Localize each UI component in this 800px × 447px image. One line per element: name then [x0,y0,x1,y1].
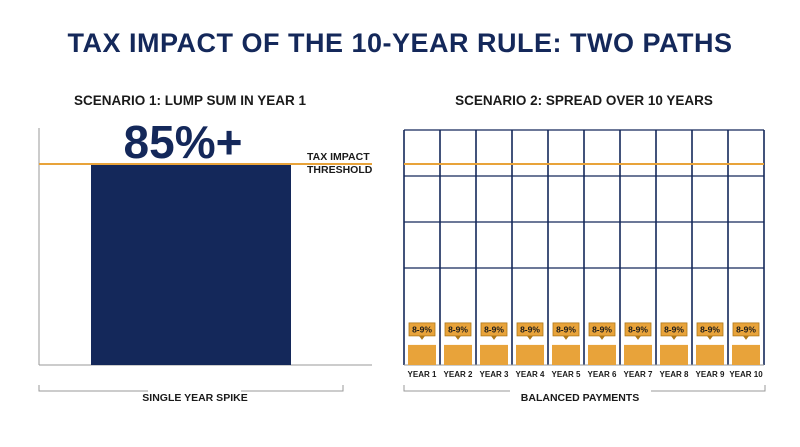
s2-value-label-pointer-1 [419,335,425,340]
s2-bar-5 [552,344,580,365]
s2-value-label-7: 8-9% [628,324,648,334]
s2-value-label-pointer-6 [599,335,605,340]
s2-value-label-5: 8-9% [556,324,576,334]
page-title: TAX IMPACT OF THE 10-YEAR RULE: TWO PATH… [67,28,733,58]
s2-tick-label-1: YEAR 1 [408,370,437,379]
s1-caption-bracket [38,385,344,392]
s2-tick-label-3: YEAR 3 [480,370,509,379]
s2-tick-label-9: YEAR 9 [696,370,725,379]
scenario-2-chart: 8-9% YEAR 1 8-9% YEAR 2 8-9% YEAR 3 8-9% YEAR 4… [403,129,766,404]
s1-bar-year-1 [91,164,291,365]
s2-tick-label-5: YEAR 5 [552,370,581,379]
s2-bars: 8-9% YEAR 1 8-9% YEAR 2 8-9% YEAR 3 8-9% YEAR 4… [408,322,763,379]
s2-bar-4 [516,344,544,365]
s2-bar-1 [408,344,436,365]
s2-value-label-pointer-2 [455,335,461,340]
s2-tick-label-6: YEAR 6 [588,370,617,379]
s2-caption-bracket [403,385,766,392]
s2-value-label-10: 8-9% [736,324,756,334]
s2-bar-2 [444,344,472,365]
s1-caption: SINGLE YEAR SPIKE [142,392,247,404]
s2-bar-3 [480,344,508,365]
s2-value-label-pointer-9 [707,335,713,340]
s2-tick-label-4: YEAR 4 [516,370,545,379]
s2-value-label-6: 8-9% [592,324,612,334]
s2-bar-8 [660,344,688,365]
scenario-1-title: SCENARIO 1: LUMP SUM IN YEAR 1 [73,93,307,108]
s2-tick-label-7: YEAR 7 [624,370,653,379]
s2-value-label-pointer-10 [743,335,749,340]
s2-tick-label-10: YEAR 10 [729,370,763,379]
s1-threshold-label-line2: THRESHOLD [307,164,373,176]
s2-bar-10 [732,344,760,365]
s2-value-label-2: 8-9% [448,324,468,334]
s2-bar-7 [624,344,652,365]
s1-threshold-label-line1: TAX IMPACT [307,151,370,163]
s2-value-label-9: 8-9% [700,324,720,334]
s2-value-label-pointer-3 [491,335,497,340]
s2-bar-6 [588,344,616,365]
s2-value-label-pointer-7 [635,335,641,340]
s2-tick-label-8: YEAR 8 [660,370,689,379]
scenario-1-chart: 85%+ TAX IMPACT THRESHOLD SINGLE YEAR SP… [38,116,373,404]
s2-value-label-1: 8-9% [412,324,432,334]
s2-value-label-8: 8-9% [664,324,684,334]
s2-tick-label-2: YEAR 2 [444,370,473,379]
s2-value-label-pointer-5 [563,335,569,340]
scenario-2-title: SCENARIO 2: SPREAD OVER 10 YEARS [455,93,713,108]
s2-value-label-pointer-8 [671,335,677,340]
s2-value-label-4: 8-9% [520,324,540,334]
s2-caption: BALANCED PAYMENTS [521,392,639,404]
s1-value-label: 85%+ [124,116,243,168]
s2-value-label-pointer-4 [527,335,533,340]
s2-bar-9 [696,344,724,365]
s2-value-label-3: 8-9% [484,324,504,334]
